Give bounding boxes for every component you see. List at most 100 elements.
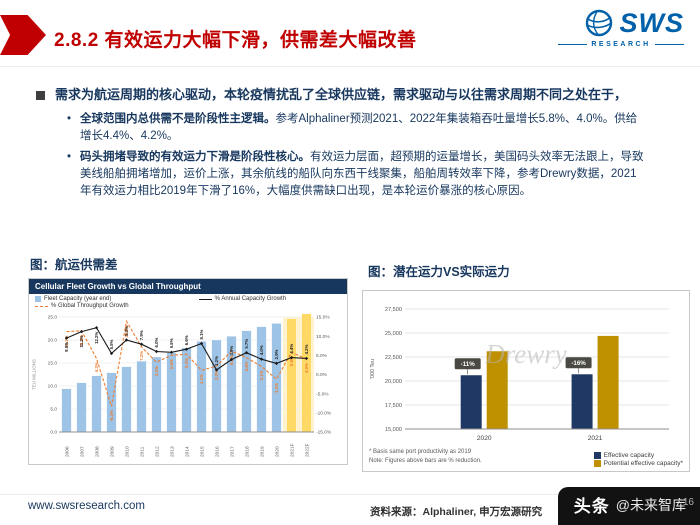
sws-logo: SWS RESEARCH bbox=[558, 8, 685, 48]
logo-bottom-row: RESEARCH bbox=[558, 41, 685, 48]
svg-text:3.9%: 3.9% bbox=[229, 346, 234, 356]
svg-text:2016: 2016 bbox=[214, 446, 220, 457]
svg-text:10.0: 10.0 bbox=[48, 384, 58, 390]
watermark-brand: 头条 bbox=[573, 497, 610, 516]
chart2-notes: * Basis same port productivity as 2019 N… bbox=[369, 448, 482, 467]
chart2-note-1: * Basis same port productivity as 2019 bbox=[369, 449, 472, 455]
right-chart-caption: 图：潜在运力VS实际运力 bbox=[368, 265, 510, 279]
sub-bullet-2-lead: 码头拥堵导致的有效运力下滑是阶段性核心。 bbox=[80, 151, 310, 164]
svg-text:2.2%: 2.2% bbox=[214, 370, 219, 380]
footer-divider bbox=[0, 494, 700, 495]
svg-text:-5.0%: -5.0% bbox=[316, 391, 329, 397]
svg-text:20.0: 20.0 bbox=[48, 338, 58, 344]
svg-text:5.8%: 5.8% bbox=[289, 356, 294, 366]
svg-text:0.0: 0.0 bbox=[50, 430, 57, 436]
sub-bullet-supply-demand: 全球范围内总供需不是阶段性主逻辑。参考Alphaliner预测2021、2022… bbox=[66, 111, 646, 145]
source-note: 资料来源：Alphaliner, 申万宏源研究 bbox=[370, 506, 543, 518]
logo-line-right bbox=[654, 44, 685, 45]
svg-text:7.2%: 7.2% bbox=[139, 351, 144, 361]
svg-text:4.0%: 4.0% bbox=[259, 345, 264, 355]
svg-text:12.2%: 12.2% bbox=[94, 332, 99, 344]
svg-text:2022F: 2022F bbox=[304, 443, 310, 457]
svg-text:6.0%: 6.0% bbox=[154, 338, 159, 348]
chart2-footer: * Basis same port productivity as 2019 N… bbox=[365, 448, 687, 471]
svg-text:5.8%: 5.8% bbox=[169, 338, 174, 348]
chart1-plot: 0.0 5.0 10.0 15.0 20.0 25.0 -15.0% -10.0% -5.0% 0… bbox=[29, 309, 347, 464]
svg-text:2008: 2008 bbox=[94, 446, 100, 457]
svg-text:2018: 2018 bbox=[244, 446, 250, 457]
chart2-plot: 15,000 17,500 20,000 22,500 25,000 27,500 -11%… bbox=[365, 293, 687, 448]
svg-text:2013: 2013 bbox=[169, 446, 175, 457]
logo-brand: SWS bbox=[619, 7, 684, 38]
svg-text:9.5%: 9.5% bbox=[64, 342, 69, 352]
chart1-title: Cellular Fleet Growth vs Global Throughp… bbox=[29, 279, 347, 294]
legend-item-potential: Potential effective capacity* bbox=[593, 459, 683, 467]
svg-text:11.4%: 11.4% bbox=[79, 335, 84, 347]
svg-text:-1.2%: -1.2% bbox=[274, 383, 279, 394]
svg-text:2.9%: 2.9% bbox=[274, 349, 279, 359]
svg-text:7.9%: 7.9% bbox=[139, 330, 144, 340]
svg-text:17,500: 17,500 bbox=[385, 403, 402, 409]
legend-label-effective: Effective capacity bbox=[603, 451, 655, 459]
red-arrow-decoration bbox=[0, 15, 46, 55]
sub-bullet-1-lead: 全球范围内总供需不是阶段性主逻辑。 bbox=[80, 113, 276, 126]
sub-bullet-congestion: 码头拥堵导致的有效运力下滑是阶段性核心。有效运力层面，超预期的运量增长，美国码头… bbox=[66, 149, 646, 199]
website-text: www.swsresearch.com bbox=[28, 500, 145, 512]
svg-text:11.2%: 11.2% bbox=[79, 335, 84, 347]
svg-text:4.4%: 4.4% bbox=[289, 344, 294, 354]
legend-item-throughput-growth: % Global Throughput Growth bbox=[35, 303, 199, 309]
svg-text:2015: 2015 bbox=[199, 446, 205, 457]
svg-text:2019: 2019 bbox=[259, 446, 265, 457]
svg-text:2.1%: 2.1% bbox=[259, 370, 264, 380]
svg-text:2017: 2017 bbox=[229, 446, 235, 457]
legend-label-fleet: Fleet Capacity (year end) bbox=[44, 296, 112, 302]
svg-text:2007: 2007 bbox=[79, 446, 85, 457]
svg-text:1.2%: 1.2% bbox=[214, 356, 219, 366]
header-divider bbox=[0, 66, 700, 67]
body-content: 需求为航运周期的核心驱动，本轮疫情扰乱了全球供应链，需求驱动与以往需求周期不同之… bbox=[36, 86, 680, 199]
supply-demand-chart: Cellular Fleet Growth vs Global Throughp… bbox=[28, 278, 348, 465]
svg-text:5.5%: 5.5% bbox=[109, 339, 114, 349]
svg-text:'000 Teu: '000 Teu bbox=[370, 359, 376, 379]
svg-text:-8.3%: -8.3% bbox=[109, 410, 114, 421]
page-number: 16 bbox=[682, 497, 694, 508]
legend-line-throughput bbox=[35, 305, 48, 307]
svg-text:4.0%: 4.0% bbox=[304, 363, 309, 373]
svg-text:2020: 2020 bbox=[477, 435, 492, 442]
watermark-account: @未来智库 bbox=[615, 496, 686, 513]
legend-label-throughput: % Global Throughput Growth bbox=[51, 303, 129, 309]
logo-sub: RESEARCH bbox=[591, 41, 651, 48]
page-title: 2.8.2 有效运力大幅下滑，供需差大幅改善 bbox=[54, 30, 417, 51]
svg-text:5.3%: 5.3% bbox=[184, 358, 189, 368]
svg-text:5.7%: 5.7% bbox=[244, 339, 249, 349]
main-bullet-text: 需求为航运周期的核心驱动，本轮疫情扰乱了全球供应链，需求驱动与以往需求周期不同之… bbox=[55, 87, 628, 102]
svg-text:3.2%: 3.2% bbox=[154, 366, 159, 376]
svg-text:0.0%: 0.0% bbox=[316, 372, 328, 378]
svg-text:22,500: 22,500 bbox=[385, 355, 402, 361]
svg-text:-11%: -11% bbox=[461, 361, 476, 368]
sub-bullet-1-rest: 参考Alphaliner预测2021、2022年集装箱吞吐量增长5.8%、4.0… bbox=[80, 113, 638, 143]
capacity-chart: 15,000 17,500 20,000 22,500 25,000 27,500 -11%… bbox=[362, 290, 690, 472]
logo-line-left bbox=[558, 44, 588, 45]
logo-top-row: SWS bbox=[558, 8, 684, 38]
svg-text:25,000: 25,000 bbox=[385, 331, 402, 337]
svg-text:2021: 2021 bbox=[588, 435, 603, 442]
sub-bullet-list: 全球范围内总供需不是阶段性主逻辑。参考Alphaliner预测2021、2022… bbox=[66, 111, 646, 199]
bullet-square-icon bbox=[36, 91, 45, 100]
legend-swatch-effective bbox=[593, 451, 601, 459]
chart1-legend: Fleet Capacity (year end) % Annual Capac… bbox=[29, 294, 347, 309]
legend-label-annual: % Annual Capacity Growth bbox=[214, 296, 287, 302]
legend-item-annual-growth: % Annual Capacity Growth bbox=[198, 296, 341, 302]
svg-text:15,000: 15,000 bbox=[385, 427, 402, 433]
legend-item-effective: Effective capacity bbox=[593, 451, 683, 459]
svg-text:9.0%: 9.0% bbox=[124, 326, 129, 336]
legend-swatch-fleet bbox=[35, 296, 41, 302]
svg-text:13.9%: 13.9% bbox=[124, 325, 129, 337]
svg-text:2012: 2012 bbox=[154, 446, 160, 457]
svg-text:11.2%: 11.2% bbox=[64, 335, 69, 347]
svg-text:10.0%: 10.0% bbox=[316, 334, 330, 340]
svg-text:15.0%: 15.0% bbox=[316, 315, 330, 321]
svg-text:5.0%: 5.0% bbox=[316, 353, 328, 359]
toutiao-watermark-badge: 头条 @未来智库 bbox=[557, 487, 700, 525]
